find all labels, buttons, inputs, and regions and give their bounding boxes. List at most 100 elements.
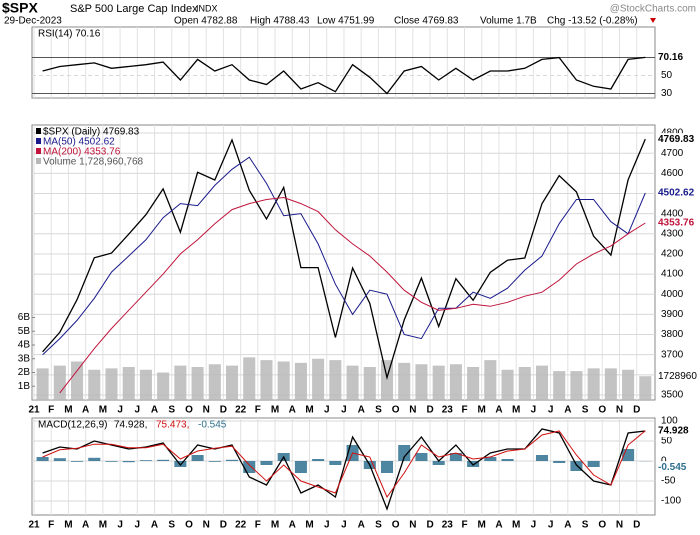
x-tick-label: 23: [442, 520, 454, 530]
x-tick-label: D: [426, 405, 433, 416]
volume-bar: [157, 373, 169, 401]
volume-bar: [639, 376, 651, 400]
x-tick-label: O: [392, 520, 400, 530]
x-tick-label: J: [548, 520, 554, 530]
x-tick-label: J: [548, 405, 554, 416]
x-tick-label: N: [409, 520, 416, 530]
histogram-bar: [54, 458, 66, 461]
x-tick-label: J: [135, 405, 141, 416]
histogram-bar: [209, 461, 221, 462]
quote-open: Open 4782.88: [174, 16, 238, 27]
security-name: S&P 500 Large Cap Index: [70, 3, 198, 15]
x-tick-label: M: [305, 520, 313, 530]
x-tick-label: J: [341, 405, 347, 416]
x-tick-label: A: [82, 405, 89, 416]
y-tick-label: 4300: [661, 228, 684, 239]
y2-tick-label: 6B: [18, 312, 31, 323]
quote-volume: Volume 1.7B: [480, 16, 537, 27]
volume-bar: [484, 360, 496, 400]
x-tick-label: S: [375, 520, 382, 530]
x-tick-label: 22: [235, 405, 247, 416]
volume-bar: [192, 367, 204, 400]
x-tick-label: A: [495, 405, 502, 416]
x-tick-label: O: [185, 405, 193, 416]
x-tick-label: A: [358, 520, 365, 530]
x-tick-label: N: [616, 520, 623, 530]
y-tick-label: -100: [661, 496, 681, 507]
y-tick-label: 30: [661, 88, 673, 99]
x-tick-label: F: [255, 520, 261, 530]
volume-bar: [553, 371, 565, 400]
x-tick-label: O: [392, 405, 400, 416]
quote-close: Close 4769.83: [394, 16, 459, 27]
value-badge-label: -0.545: [658, 462, 687, 473]
y-tick-label: 3500: [661, 390, 684, 401]
x-tick-label: M: [271, 520, 279, 530]
x-tick-label: A: [564, 520, 571, 530]
legend-value: 75.473,: [156, 420, 189, 431]
x-tick-label: A: [289, 405, 296, 416]
volume-bar: [605, 368, 617, 400]
value-badge-label: 4769.83: [658, 134, 695, 145]
histogram-bar: [381, 461, 393, 473]
volume-bar: [622, 370, 634, 400]
x-tick-label: A: [495, 520, 502, 530]
x-tick-label: M: [478, 405, 486, 416]
y-tick-label: 3800: [661, 329, 684, 340]
y-tick-label: 3700: [661, 349, 684, 360]
x-tick-label: A: [151, 405, 158, 416]
volume-bar: [209, 364, 221, 400]
volume-bar: [415, 364, 427, 400]
volume-bar: [243, 357, 255, 400]
x-tick-label: O: [598, 520, 606, 530]
histogram-bar: [415, 453, 427, 461]
y-tick-label: 4200: [661, 249, 684, 260]
x-tick-label: M: [512, 405, 520, 416]
x-tick-label: S: [168, 405, 175, 416]
histogram-bar: [71, 461, 83, 462]
histogram-bar: [192, 455, 204, 461]
x-tick-label: F: [461, 405, 467, 416]
value-badge-label: 4353.76: [658, 218, 695, 229]
histogram-bar: [123, 461, 135, 462]
x-tick-label: D: [220, 520, 227, 530]
y-tick-label: 4700: [661, 148, 684, 159]
volume-bar: [88, 370, 100, 400]
x-tick-label: M: [305, 405, 313, 416]
volume-bar: [502, 370, 514, 400]
panel-title: MACD(12,26,9): [38, 420, 107, 431]
x-tick-label: A: [289, 520, 296, 530]
x-tick-label: F: [461, 520, 467, 530]
x-tick-label: O: [185, 520, 193, 530]
x-tick-label: 23: [442, 405, 454, 416]
volume-bar: [329, 360, 341, 400]
legend-swatch: [36, 128, 41, 134]
y2-tick-label: 5B: [18, 326, 31, 337]
histogram-bar: [329, 461, 341, 465]
histogram-bar: [295, 461, 307, 473]
x-tick-label: J: [117, 520, 123, 530]
histogram-bar: [502, 459, 514, 461]
volume-bar: [37, 368, 49, 400]
histogram-bar: [243, 461, 255, 473]
x-tick-label: J: [531, 405, 537, 416]
x-tick-label: S: [582, 405, 589, 416]
x-tick-label: J: [117, 405, 123, 416]
volume-bar: [364, 367, 376, 400]
x-tick-label: A: [564, 405, 571, 416]
legend-swatch: [36, 138, 41, 144]
volume-bar: [105, 368, 117, 400]
histogram-bar: [37, 457, 49, 461]
x-tick-label: M: [271, 405, 279, 416]
panel-title: RSI(14) 70.16: [38, 29, 101, 40]
volume-bar: [140, 370, 152, 400]
histogram-bar: [553, 461, 565, 463]
volume-bar: [347, 366, 359, 400]
x-tick-label: S: [168, 520, 175, 530]
histogram-bar: [88, 458, 100, 461]
x-tick-label: 22: [235, 520, 247, 530]
volume-bar: [295, 363, 307, 400]
histogram-bar: [140, 460, 152, 461]
x-tick-label: M: [64, 405, 72, 416]
